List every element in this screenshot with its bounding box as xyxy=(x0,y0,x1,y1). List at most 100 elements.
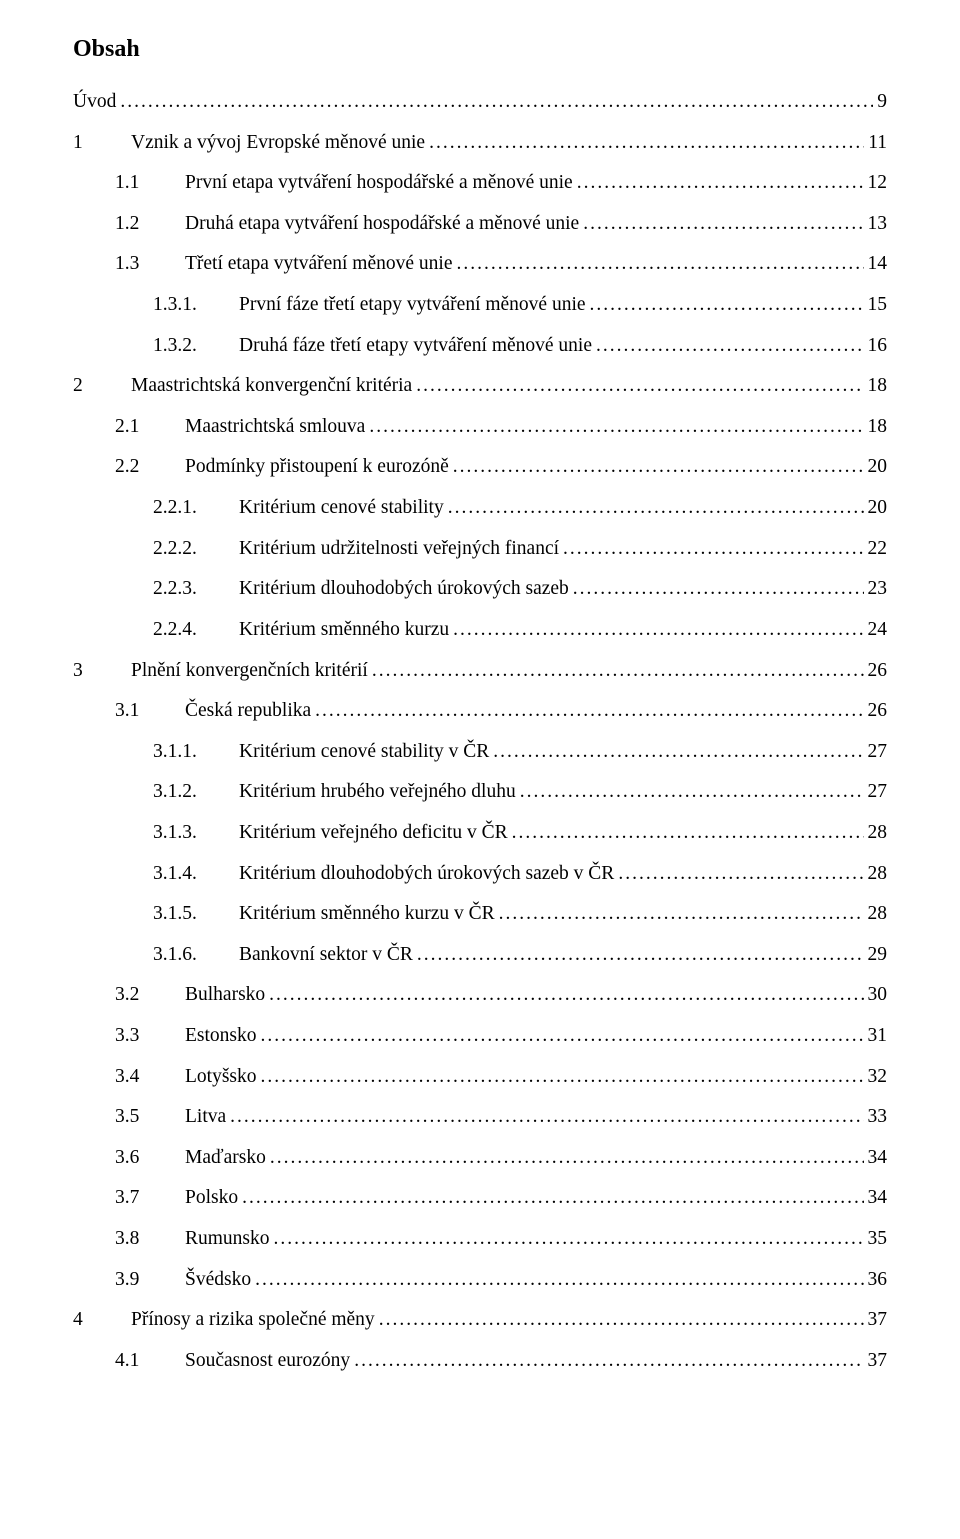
toc-entry-label: Plnění konvergenčních kritérií xyxy=(131,658,372,684)
toc-entry[interactable]: 1Vznik a vývoj Evropské měnové unie11 xyxy=(73,130,887,156)
toc-leader-dots xyxy=(618,861,863,887)
toc-entry[interactable]: 3.1Česká republika26 xyxy=(115,698,887,724)
toc-entry-page: 18 xyxy=(864,373,888,399)
toc-leader-dots xyxy=(596,333,863,359)
toc-entry[interactable]: 4Přínosy a rizika společné měny37 xyxy=(73,1307,887,1333)
toc-entry-label: Třetí etapa vytváření měnové unie xyxy=(185,251,456,277)
toc-entry-number: 3.2 xyxy=(115,982,185,1008)
toc-entry[interactable]: 3.1.1.Kritérium cenové stability v ČR27 xyxy=(153,739,887,765)
toc-leader-dots xyxy=(315,698,863,724)
toc-entry[interactable]: 3.8Rumunsko35 xyxy=(115,1226,887,1252)
toc-entry-label: Kritérium udržitelnosti veřejných financ… xyxy=(239,536,563,562)
toc-entry-number: 2.1 xyxy=(115,414,185,440)
toc-entry-page: 34 xyxy=(864,1145,888,1171)
toc-entry[interactable]: 3.1.6.Bankovní sektor v ČR29 xyxy=(153,942,887,968)
toc-entry[interactable]: 2.2.4.Kritérium směnného kurzu24 xyxy=(153,617,887,643)
toc-entry[interactable]: 3.1.5.Kritérium směnného kurzu v ČR28 xyxy=(153,901,887,927)
toc-entry-label: Kritérium cenové stability v ČR xyxy=(239,739,493,765)
toc-entry-page: 30 xyxy=(864,982,888,1008)
toc-entry[interactable]: 3.2Bulharsko30 xyxy=(115,982,887,1008)
toc-leader-dots xyxy=(270,1145,864,1171)
toc-entry-number: 4 xyxy=(73,1307,131,1333)
toc-entry[interactable]: 3.1.3.Kritérium veřejného deficitu v ČR2… xyxy=(153,820,887,846)
toc-leader-dots xyxy=(120,89,873,115)
toc-entry-number: 3.1 xyxy=(115,698,185,724)
toc-entry[interactable]: 3.5Litva 33 xyxy=(115,1104,887,1130)
toc-entry-page: 33 xyxy=(864,1104,888,1130)
toc-entry[interactable]: 3.6Maďarsko34 xyxy=(115,1145,887,1171)
toc-entry-label: Podmínky přistoupení k eurozóně xyxy=(185,454,453,480)
toc-entry[interactable]: 2.2Podmínky přistoupení k eurozóně20 xyxy=(115,454,887,480)
toc-entry-page: 14 xyxy=(864,251,888,277)
toc-entry-label: Litva xyxy=(185,1104,230,1130)
toc-entry-page: 9 xyxy=(873,89,887,115)
toc-entry[interactable]: 1.3Třetí etapa vytváření měnové unie14 xyxy=(115,251,887,277)
toc-entry-number: 3.1.3. xyxy=(153,820,239,846)
toc-leader-dots xyxy=(583,211,863,237)
toc-leader-dots xyxy=(456,251,863,277)
toc-leader-dots xyxy=(354,1348,863,1374)
toc-leader-dots xyxy=(242,1185,863,1211)
toc-entry-page: 18 xyxy=(864,414,888,440)
toc-entry[interactable]: 2.2.1.Kritérium cenové stability20 xyxy=(153,495,887,521)
toc-entry-number: 3.1.6. xyxy=(153,942,239,968)
toc-entry-page: 13 xyxy=(864,211,888,237)
toc-leader-dots xyxy=(261,1023,864,1049)
toc-entry[interactable]: 3.1.4.Kritérium dlouhodobých úrokových s… xyxy=(153,861,887,887)
toc-entry[interactable]: 2.2.3.Kritérium dlouhodobých úrokových s… xyxy=(153,576,887,602)
toc-leader-dots xyxy=(274,1226,864,1252)
toc-entry[interactable]: 2.1Maastrichtská smlouva18 xyxy=(115,414,887,440)
toc-leader-dots xyxy=(493,739,863,765)
toc-entry-number: 1.3.1. xyxy=(153,292,239,318)
toc-entry-page: 36 xyxy=(864,1267,888,1293)
toc-entry[interactable]: 4.1Současnost eurozóny37 xyxy=(115,1348,887,1374)
toc-entry-page: 28 xyxy=(864,820,888,846)
toc-entry-number: 3.5 xyxy=(115,1104,185,1130)
toc-entry-number: 3.4 xyxy=(115,1064,185,1090)
toc-entry-label: Kritérium dlouhodobých úrokových sazeb v… xyxy=(239,861,618,887)
toc-entry-page: 12 xyxy=(864,170,888,196)
toc-entry-number: 3 xyxy=(73,658,131,684)
toc-leader-dots xyxy=(261,1064,864,1090)
toc-entry-number: 1.1 xyxy=(115,170,185,196)
toc-leader-dots xyxy=(429,130,864,156)
toc-leader-dots xyxy=(512,820,864,846)
toc-leader-dots xyxy=(520,779,864,805)
toc-entry[interactable]: 1.3.2.Druhá fáze třetí etapy vytváření m… xyxy=(153,333,887,359)
toc-entry-page: 29 xyxy=(864,942,888,968)
toc-leader-dots xyxy=(372,658,864,684)
toc-leader-dots xyxy=(269,982,863,1008)
toc-entry-label: Kritérium cenové stability xyxy=(239,495,448,521)
toc-leader-dots xyxy=(453,617,863,643)
toc-entry-page: 35 xyxy=(864,1226,888,1252)
toc-entry[interactable]: 3.3Estonsko31 xyxy=(115,1023,887,1049)
toc-entry-page: 27 xyxy=(864,779,888,805)
toc-leader-dots xyxy=(499,901,864,927)
toc-entry-number: 3.1.1. xyxy=(153,739,239,765)
toc-entry-page: 20 xyxy=(864,495,888,521)
toc-entry[interactable]: 1.3.1.První fáze třetí etapy vytváření m… xyxy=(153,292,887,318)
toc-entry-label: Současnost eurozóny xyxy=(185,1348,354,1374)
toc-entry[interactable]: 3Plnění konvergenčních kritérií 26 xyxy=(73,658,887,684)
toc-entry-page: 26 xyxy=(864,658,888,684)
toc-leader-dots xyxy=(417,942,864,968)
toc-entry[interactable]: 1.2Druhá etapa vytváření hospodářské a m… xyxy=(115,211,887,237)
toc-entry-label: Rumunsko xyxy=(185,1226,274,1252)
toc-entry[interactable]: 1.1První etapa vytváření hospodářské a m… xyxy=(115,170,887,196)
toc-entry[interactable]: 2.2.2.Kritérium udržitelnosti veřejných … xyxy=(153,536,887,562)
toc-entry[interactable]: 3.7Polsko34 xyxy=(115,1185,887,1211)
toc-entry-page: 37 xyxy=(864,1307,888,1333)
toc-entry[interactable]: 3.4Lotyšsko32 xyxy=(115,1064,887,1090)
toc-entry-label: Kritérium dlouhodobých úrokových sazeb xyxy=(239,576,573,602)
toc-entry-page: 22 xyxy=(864,536,888,562)
toc-entry-label: Kritérium směnného kurzu v ČR xyxy=(239,901,499,927)
toc-leader-dots xyxy=(573,576,864,602)
toc-leader-dots xyxy=(590,292,864,318)
toc-entry-page: 28 xyxy=(864,901,888,927)
toc-entry[interactable]: 3.9Švédsko36 xyxy=(115,1267,887,1293)
toc-entry[interactable]: Úvod9 xyxy=(73,89,887,115)
toc-entry[interactable]: 2Maastrichtská konvergenční kritéria18 xyxy=(73,373,887,399)
toc-entry-page: 32 xyxy=(864,1064,888,1090)
toc-entry-label: Švédsko xyxy=(185,1267,255,1293)
toc-entry[interactable]: 3.1.2.Kritérium hrubého veřejného dluhu2… xyxy=(153,779,887,805)
